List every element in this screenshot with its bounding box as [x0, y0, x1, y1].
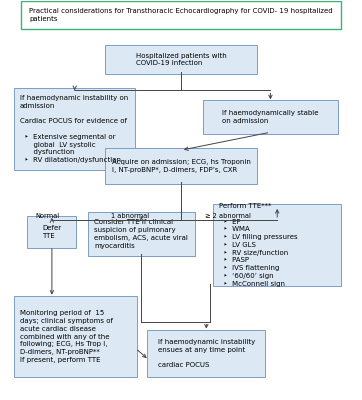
FancyBboxPatch shape — [88, 212, 194, 256]
Text: ≥ 2 abnormal: ≥ 2 abnormal — [205, 213, 251, 219]
Text: If haemodynamically stable
on admission: If haemodynamically stable on admission — [222, 110, 319, 124]
FancyBboxPatch shape — [203, 100, 338, 134]
Text: If haemodynamic instability on
admission

Cardiac POCUS for evidence of

  ‣  Ex: If haemodynamic instability on admission… — [20, 95, 128, 163]
Text: Hospitalized patients with
COVID-19 infection: Hospitalized patients with COVID-19 infe… — [136, 53, 226, 66]
Text: Practical considerations for Transthoracic Echocardiography for COVID- 19 hospit: Practical considerations for Transthorac… — [29, 8, 333, 22]
Text: Acquire on admission; ECG, hs Troponin
I, NT-proBNP*, D-dimers, FDP’s, CXR: Acquire on admission; ECG, hs Troponin I… — [111, 159, 251, 173]
Text: 1 abnormal: 1 abnormal — [111, 213, 149, 219]
Text: Consider TTE if clinical
suspicion of pulmonary
embolism, ACS, acute viral
myoca: Consider TTE if clinical suspicion of pu… — [94, 219, 188, 248]
Text: Defer
TTE: Defer TTE — [42, 225, 62, 239]
FancyBboxPatch shape — [14, 88, 135, 170]
FancyBboxPatch shape — [105, 44, 257, 74]
Text: If haemodynamic instability
ensues at any time point

cardiac POCUS: If haemodynamic instability ensues at an… — [158, 339, 255, 368]
Text: Monitoring period of  15
days; clinical symptoms of
acute cardiac disease
combin: Monitoring period of 15 days; clinical s… — [20, 310, 113, 363]
FancyBboxPatch shape — [14, 296, 137, 377]
FancyBboxPatch shape — [28, 216, 76, 248]
Text: Perform TTE***

  ‣  EF
  ‣  WMA
  ‣  LV filling pressures
  ‣  LV GLS
  ‣  RV s: Perform TTE*** ‣ EF ‣ WMA ‣ LV filling p… — [219, 203, 298, 286]
FancyBboxPatch shape — [147, 330, 265, 377]
FancyBboxPatch shape — [213, 204, 341, 286]
Text: Normal: Normal — [35, 213, 59, 219]
FancyBboxPatch shape — [105, 148, 257, 184]
FancyBboxPatch shape — [21, 1, 341, 28]
